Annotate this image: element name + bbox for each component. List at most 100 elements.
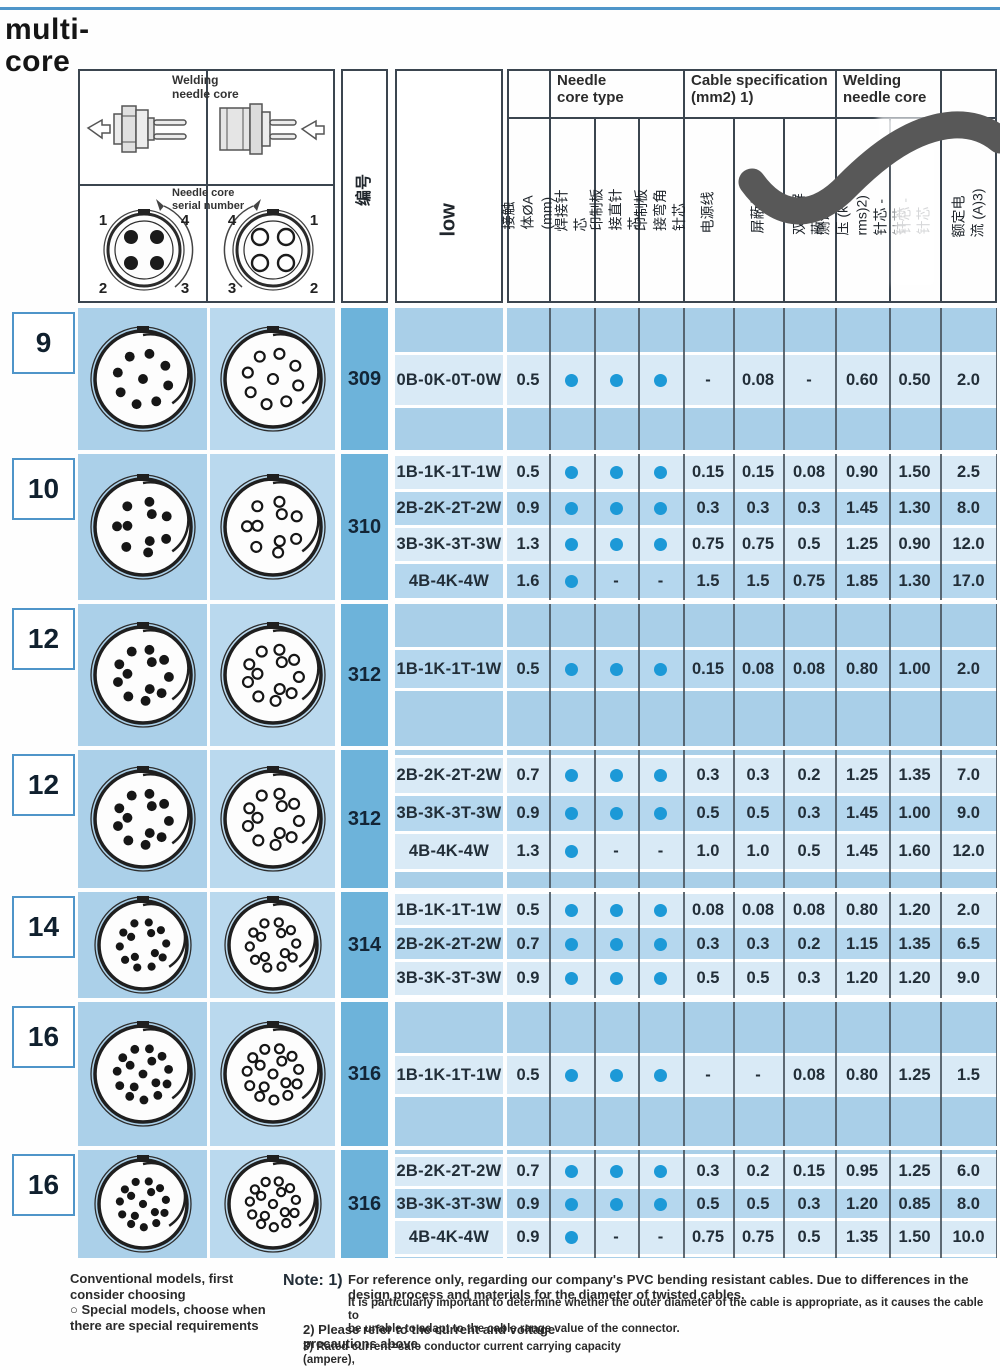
spec-dot [565,1165,578,1178]
connector-face-illustration [93,1155,192,1253]
value-cell [549,492,594,525]
core-count-label: 9 [35,327,52,358]
value-cell: 0.7 [516,934,540,953]
spec-dot [565,845,578,858]
header-grid-line [835,69,837,117]
table-grid-line [594,1002,596,1146]
value-cell: 0.5 [516,659,540,678]
footer-left-line: ○ Special models, choose when [70,1302,266,1317]
spec-dot [609,903,623,917]
column-label-text: 印制板接弯角针芯 [633,189,687,231]
connector-face-pins [78,454,207,600]
value-cell: 1.5 [746,571,770,590]
top-accent-line [0,7,1000,10]
row-gap [507,1254,997,1257]
connector-face-illustration [89,622,196,728]
row-gap [507,688,997,691]
table-grid-line [940,1002,942,1146]
model-name-cell: 2B-2K-2T-2W [396,934,502,953]
value-cell: 1.00 [898,804,931,822]
spec-dot [565,538,578,551]
value-cell: 0.3 [746,766,770,784]
model-number-cell: 309 [341,308,388,450]
table-grid-line [889,750,891,888]
value-cell: 0.3 [746,934,770,953]
core-count-box: 14 [12,896,75,958]
row-band: 1B-1K-1T-1W [395,650,503,688]
table-grid-line [995,604,997,746]
row-band [507,894,997,926]
header-grid-line [683,117,685,303]
value-cell [594,456,638,489]
value-cell: 2.0 [957,370,980,389]
row-band: 3B-3K-3T-3W [395,796,503,831]
table-grid-line [733,750,735,888]
value-cell: 0.08 [792,1065,826,1084]
value-cell: 0.3 [797,804,821,822]
value-cell: 0.3 [696,766,720,784]
spec-dot [565,937,578,951]
table-grid-line [835,892,837,998]
row-gap [507,925,997,928]
model-name-cell: 2B-2K-2T-2W [396,766,502,784]
value-cell: 0.85 [898,1194,931,1213]
value-cell: 0.3 [746,499,770,517]
core-count-box: 16 [12,1006,75,1068]
value-cell: 1.0 [696,842,720,860]
model-name-cell: 1B-1K-1T-1W [396,1065,502,1084]
spec-dot [609,502,623,515]
value-cell: 1.25 [898,1065,931,1084]
row-gap [395,869,503,872]
connector-face-illustration [89,474,196,580]
value-cell: 1.20 [898,900,931,919]
value-cell: 1.25 [898,1162,931,1180]
column-label-4: 电源线 [683,118,733,303]
value-cell: 0.3 [696,934,720,953]
value-cell: 0.2 [797,934,821,953]
value-cell [638,355,683,405]
value-cell: - [613,842,619,860]
value-cell: 1.50 [898,1228,931,1246]
value-cell: 1.5 [957,1065,980,1084]
group-header-2: Welding needle core [843,72,927,106]
spec-dot [565,1231,578,1244]
value-cell: 1.5 [696,571,720,590]
model-name-cell: 4B-4K-4W [408,1228,490,1246]
table-grid-line [940,1150,942,1258]
connector-face-pins [78,1002,207,1146]
header-grid-line [594,117,596,303]
value-cell [594,758,638,793]
row-band [507,564,997,598]
model-column-label: low [437,202,460,236]
row-band: 4B-4K-4W [395,1221,503,1254]
connector-plug-illustration [86,105,187,153]
row-band: 4B-4K-4W [395,834,503,869]
pin-number: 4 [228,212,237,229]
core-count-box: 10 [12,458,75,520]
table-grid-line [835,604,837,746]
value-cell: 0.15 [691,659,725,678]
value-cell: 7.0 [957,766,980,784]
value-cell [549,796,594,831]
value-cell [549,894,594,926]
connector-face-pins [78,604,207,746]
table-grid-line [835,308,837,450]
row-gap [507,1053,997,1056]
welding-needle-core-label: Welding needle core [172,73,239,101]
value-cell: 1.85 [845,571,879,590]
value-cell: 0.3 [797,499,821,517]
value-cell: 1.20 [845,1194,879,1213]
spec-dot [654,662,667,676]
table-grid-line [549,604,551,746]
row-gap [395,1186,503,1189]
table-grid-line [889,1150,891,1258]
value-cell [549,456,594,489]
value-cell: 8.0 [957,499,980,517]
value-cell [638,1157,683,1186]
table-grid-line [638,750,640,888]
value-cell: 0.80 [845,659,879,678]
table-grid-line [638,892,640,998]
column-label-3: 印制板接弯角针芯 [633,118,687,303]
row-gap [507,405,997,408]
header-grid-line [733,117,735,303]
